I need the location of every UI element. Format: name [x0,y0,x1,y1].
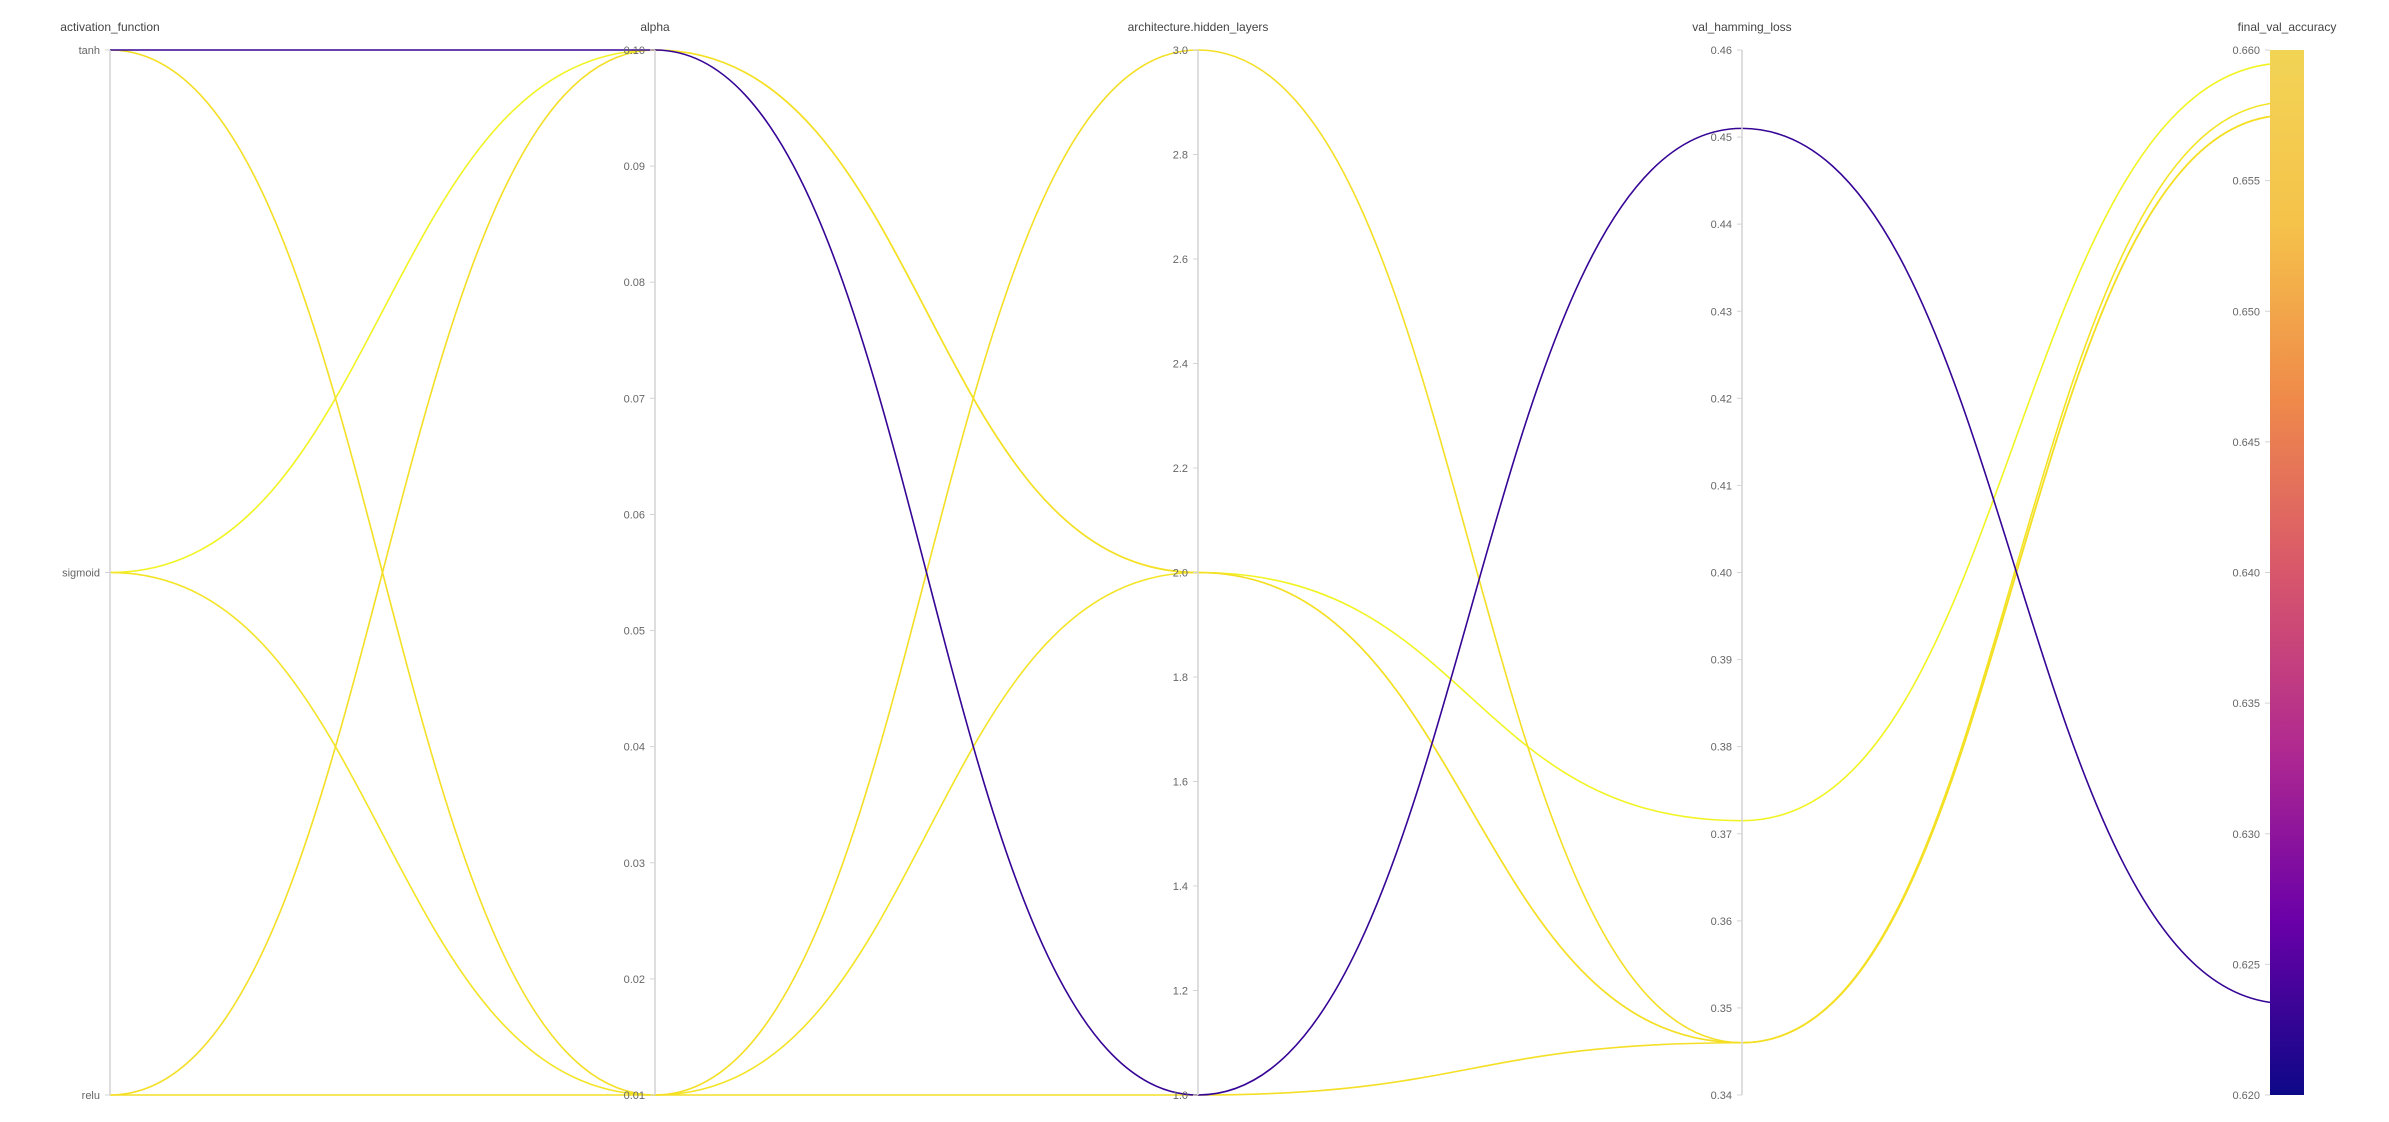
tick-label: 0.07 [624,393,645,405]
tick-label: 0.620 [2232,1090,2260,1102]
axis-val-hamming-loss: val_hamming_loss 0.46 0.45 0.44 0.43 0.42 0.41… [1692,20,1791,1102]
tick-label: 0.43 [1711,306,1732,318]
tick-label: 0.41 [1711,480,1732,492]
tick-label: 2.2 [1173,463,1188,475]
colorbar [2270,50,2304,1095]
tick-label: 1.2 [1173,986,1188,998]
tick-label: 0.01 [624,1090,645,1102]
axis-architecture-hidden-layers: architecture.hidden_layers 3.0 2.8 2.6 2.4 2.… [1128,20,1269,1102]
axis-title[interactable]: val_hamming_loss [1692,20,1791,34]
tick-label: 2.8 [1173,150,1188,162]
tick-label: 2.4 [1173,359,1188,371]
tick-label: 1.8 [1173,672,1188,684]
tick-label: 0.625 [2232,959,2260,971]
tick-label: 0.630 [2232,829,2260,841]
axis-title[interactable]: architecture.hidden_layers [1128,20,1269,34]
axis-final-val-accuracy: final_val_accuracy 0.660 0.655 0.650 0.645 0.… [2232,20,2336,1102]
tick-label: 0.645 [2232,437,2260,449]
tick-label: 0.02 [624,974,645,986]
tick-label: 0.640 [2232,568,2260,580]
tick-label: 1.0 [1173,1090,1188,1102]
tick-label: tanh [79,45,100,57]
tick-label: 0.04 [624,742,645,754]
tick-label: 0.37 [1711,829,1732,841]
tick-label: 0.46 [1711,45,1732,57]
tick-label: 0.05 [624,626,645,638]
tick-label: 0.03 [624,858,645,870]
tick-label: 0.36 [1711,916,1732,928]
run-line [110,49,2288,1096]
axis-title[interactable]: final_val_accuracy [2238,20,2337,34]
run-line [109,114,2288,1096]
axis-alpha: alpha 0.10 0.09 0.08 0.07 0.06 0.05 0.04 0.03 0.0… [624,20,670,1102]
tick-label: 0.650 [2232,306,2260,318]
tick-label: 0.34 [1711,1090,1732,1102]
tick-label: relu [82,1090,100,1102]
axis-title[interactable]: activation_function [60,20,159,34]
tick-label: 1.4 [1173,881,1188,893]
tick-label: 0.635 [2232,698,2260,710]
tick-label: 0.655 [2232,176,2260,188]
tick-label: 0.09 [624,161,645,173]
tick-label: 3.0 [1173,45,1188,57]
tick-label: 0.10 [624,45,645,57]
tick-label: sigmoid [62,568,100,580]
tick-label: 0.42 [1711,393,1732,405]
tick-label: 2.6 [1173,254,1188,266]
axis-title[interactable]: alpha [640,20,670,34]
tick-label: 0.45 [1711,132,1732,144]
tick-label: 0.44 [1711,219,1732,231]
tick-label: 2.0 [1173,568,1188,580]
tick-label: 0.660 [2232,45,2260,57]
tick-label: 0.40 [1711,568,1732,580]
tick-label: 0.35 [1711,1003,1732,1015]
tick-label: 0.39 [1711,655,1732,667]
tick-label: 0.08 [624,277,645,289]
tick-label: 0.06 [624,509,645,521]
tick-label: 1.6 [1173,777,1188,789]
tick-label: 0.38 [1711,742,1732,754]
